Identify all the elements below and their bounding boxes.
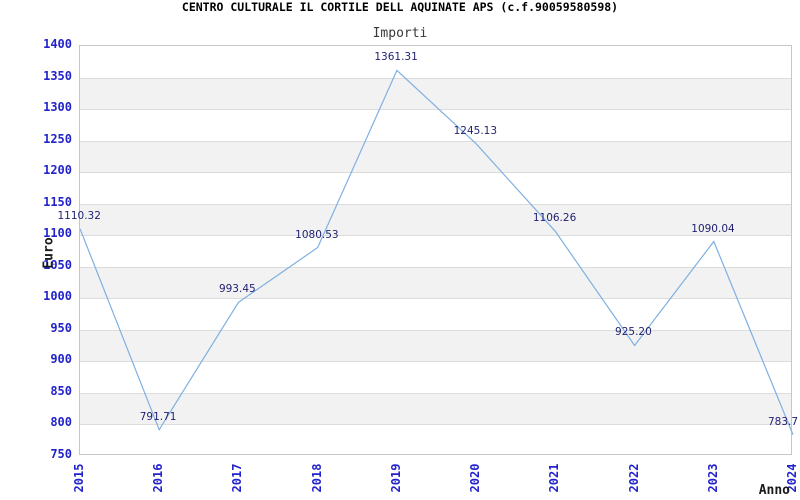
plot-band	[80, 329, 791, 362]
gridline	[80, 109, 791, 110]
gridline	[80, 204, 791, 205]
y-tick-label: 900	[50, 352, 72, 367]
gridline	[80, 361, 791, 362]
x-tick-label: 2018	[309, 463, 324, 493]
data-point-label: 1080.53	[295, 228, 339, 241]
y-tick-label: 1250	[43, 131, 72, 146]
x-tick-label: 2019	[388, 463, 403, 493]
x-tick-label: 2021	[547, 463, 562, 493]
y-tick-label: 1400	[43, 37, 72, 51]
plot-band	[80, 203, 791, 236]
data-point-label: 1110.32	[57, 209, 101, 222]
data-point-label: 1090.04	[691, 222, 735, 235]
gridline	[80, 235, 791, 236]
gridline	[80, 172, 791, 173]
x-tick-label: 2017	[230, 463, 245, 493]
series-layer	[79, 69, 794, 435]
data-point-label: 1361.31	[374, 51, 418, 64]
x-tick-label: 2016	[151, 463, 166, 493]
gridline	[80, 298, 791, 299]
y-tick-label: 1000	[43, 289, 72, 304]
plot-area	[79, 45, 794, 455]
data-point-label: 783.7	[768, 415, 799, 428]
y-tick-label: 1100	[43, 226, 72, 241]
y-axis-title: Euro	[41, 237, 57, 269]
gridline	[80, 141, 791, 142]
data-point-label: 993.45	[218, 283, 256, 296]
x-tick-label: 2015	[72, 463, 86, 493]
gridline	[80, 393, 791, 394]
y-tick-label: 1350	[43, 68, 72, 83]
y-tick-label: 1200	[43, 163, 72, 178]
gridline	[80, 267, 791, 268]
data-point-label: 925.20	[615, 326, 652, 339]
plot-band	[80, 77, 791, 110]
gridline	[80, 330, 791, 331]
y-tick-label: 1300	[43, 100, 72, 115]
y-tick-label: 1150	[43, 194, 72, 209]
data-point-label: 791.71	[139, 410, 177, 423]
x-axis-title: Anno	[758, 483, 790, 498]
plot-band	[80, 392, 791, 425]
y-tick-label: 800	[50, 415, 72, 430]
series-line	[79, 69, 794, 435]
y-tick-label: 1050	[43, 257, 72, 272]
plot-band	[80, 266, 791, 299]
y-tick-label: 750	[50, 447, 72, 461]
data-point-label: 1106.26	[532, 212, 577, 225]
gridline	[80, 78, 791, 79]
gridline	[80, 424, 791, 425]
x-tick-label: 2022	[626, 463, 641, 493]
chart-title: CENTRO CULTURALE IL CORTILE DELL AQUINAT…	[181, 0, 619, 14]
x-tick-label: 2023	[705, 463, 720, 493]
plot-band	[80, 140, 791, 173]
y-tick-label: 850	[50, 383, 72, 398]
y-tick-label: 950	[50, 320, 72, 335]
x-tick-label: 2020	[468, 463, 483, 493]
data-point-label: 1245.13	[453, 124, 498, 137]
chart-subtitle: Importi	[372, 26, 428, 41]
